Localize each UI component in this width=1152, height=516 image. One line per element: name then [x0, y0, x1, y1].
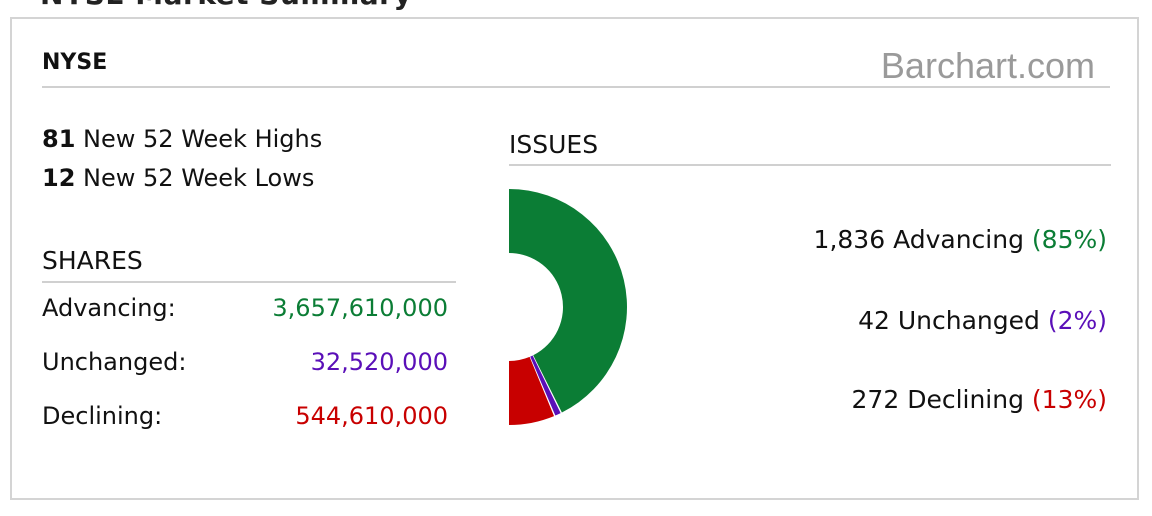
- new-highs: 81 New 52 Week Highs: [42, 125, 322, 153]
- issues-divider: [509, 164, 1111, 166]
- shares-value: 3,657,610,000: [272, 294, 448, 322]
- new-highs-label: New 52 Week Highs: [83, 125, 323, 153]
- donut-slice-unchanged[interactable]: [530, 355, 561, 416]
- market-summary-card: NYSE Barchart.com 81 New 52 Week Highs 1…: [10, 17, 1139, 500]
- new-lows-count: 12: [42, 164, 76, 192]
- new-lows: 12 New 52 Week Lows: [42, 164, 314, 192]
- issues-count-label: 42 Unchanged: [858, 306, 1040, 335]
- issues-row-advancing: 1,836 Advancing (85%): [814, 225, 1107, 254]
- issues-title: ISSUES: [509, 130, 599, 159]
- issues-count-label: 272 Declining: [851, 385, 1024, 414]
- shares-divider: [42, 281, 456, 283]
- exchange-title: NYSE: [42, 50, 108, 75]
- issues-count-label: 1,836 Advancing: [813, 225, 1024, 254]
- shares-row-unchanged: Unchanged: 32,520,000: [42, 348, 448, 378]
- page-heading: NYSE Market Summary: [40, 0, 412, 11]
- shares-label: Unchanged:: [42, 348, 187, 376]
- issues-donut-chart: [509, 189, 627, 425]
- new-lows-label: New 52 Week Lows: [83, 164, 315, 192]
- new-highs-count: 81: [42, 125, 76, 153]
- shares-label: Advancing:: [42, 294, 176, 322]
- issues-percent: (85%): [1031, 225, 1107, 254]
- issues-row-unchanged: 42 Unchanged (2%): [858, 306, 1107, 335]
- issues-row-declining: 272 Declining (13%): [852, 385, 1107, 414]
- shares-value: 544,610,000: [295, 402, 448, 430]
- shares-value: 32,520,000: [310, 348, 448, 376]
- issues-percent: (2%): [1047, 306, 1107, 335]
- brand-logo[interactable]: Barchart.com: [880, 45, 1095, 86]
- issues-percent: (13%): [1031, 385, 1107, 414]
- donut-slice-advancing[interactable]: [509, 189, 627, 413]
- shares-title: SHARES: [42, 246, 143, 275]
- donut-slice-declining[interactable]: [509, 356, 555, 425]
- shares-row-advancing: Advancing: 3,657,610,000: [42, 294, 448, 324]
- shares-label: Declining:: [42, 402, 163, 430]
- shares-row-declining: Declining: 544,610,000: [42, 402, 448, 432]
- header-divider: [42, 86, 1110, 88]
